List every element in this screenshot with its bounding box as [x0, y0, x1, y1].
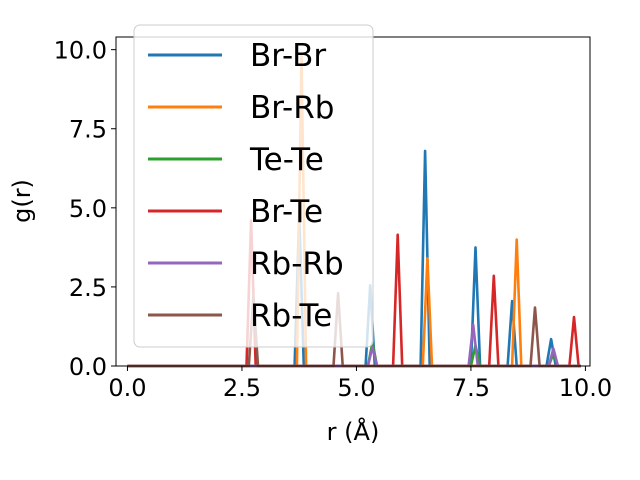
legend-item-br-rb: Br-Rb — [148, 90, 334, 126]
legend-item-rb-rb: Rb-Rb — [148, 246, 344, 282]
y-tick-label: 0.0 — [69, 353, 107, 381]
legend-label: Br-Br — [250, 38, 326, 74]
y-tick-label: 5.0 — [69, 195, 107, 223]
legend-label: Te-Te — [249, 142, 324, 178]
legend-item-br-br: Br-Br — [148, 38, 326, 74]
y-tick-label: 2.5 — [69, 274, 107, 302]
x-tick-label: 5.0 — [337, 374, 375, 402]
y-axis-label: g(r) — [8, 179, 36, 223]
legend-item-br-te: Br-Te — [148, 194, 323, 230]
x-tick-label: 10.0 — [559, 374, 612, 402]
x-tick-label: 0.0 — [108, 374, 146, 402]
legend-item-te-te: Te-Te — [148, 142, 324, 178]
legend-label: Rb-Te — [250, 298, 332, 334]
legend-label: Rb-Rb — [250, 246, 344, 282]
legend-item-rb-te: Rb-Te — [148, 298, 332, 334]
y-tick-label: 7.5 — [69, 116, 107, 144]
x-axis: 0.0 2.5 5.0 7.5 10.0 — [108, 366, 612, 402]
legend-label: Br-Te — [250, 194, 323, 230]
x-tick-label: 7.5 — [452, 374, 490, 402]
y-axis: 0.0 2.5 5.0 7.5 10.0 — [54, 37, 116, 381]
x-axis-label: r (Å) — [327, 417, 380, 446]
series-line-rb-rb — [127, 323, 581, 368]
x-tick-label: 2.5 — [223, 374, 261, 402]
legend-label: Br-Rb — [250, 90, 334, 126]
y-tick-label: 10.0 — [54, 37, 107, 65]
legend: Br-Br Br-Rb Te-Te Br-Te Rb-Rb Rb-Te — [133, 24, 374, 348]
